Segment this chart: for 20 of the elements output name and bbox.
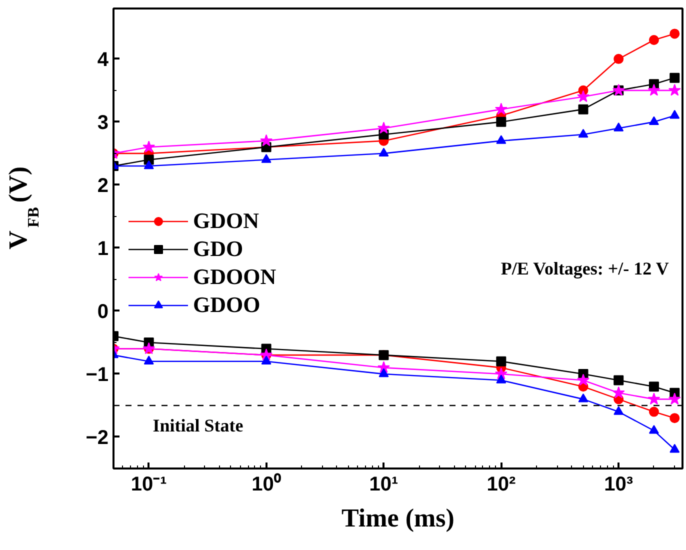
y-tick-label: 0 [97,300,108,323]
y-tick-label: 4 [97,48,110,71]
ref-line-label: Initial State [152,415,244,436]
legend-label: GDOO [193,292,260,318]
y-tick-label: 1 [97,238,108,260]
y-tick-label: −2 [86,426,109,449]
y-axis-title: VFB (V) [4,166,42,250]
x-axis-title: Time (ms) [342,504,454,532]
y-tick-label: −1 [86,364,109,386]
x-tick-label: 10⁻¹ [130,474,168,496]
legend-label: GDO [193,236,244,262]
y-tick-label: 2 [97,174,108,197]
legend-label: GDON [193,208,259,234]
x-tick-label: 10² [486,474,516,496]
annotation: P/E Voltages: +/- 12 V [500,258,669,278]
x-tick-label: 10⁰ [252,472,281,496]
x-tick-label: 10³ [604,474,634,496]
x-tick-label: 10¹ [369,474,399,496]
y-tick-label: 3 [97,112,108,134]
legend-label: GDOON [193,264,276,290]
